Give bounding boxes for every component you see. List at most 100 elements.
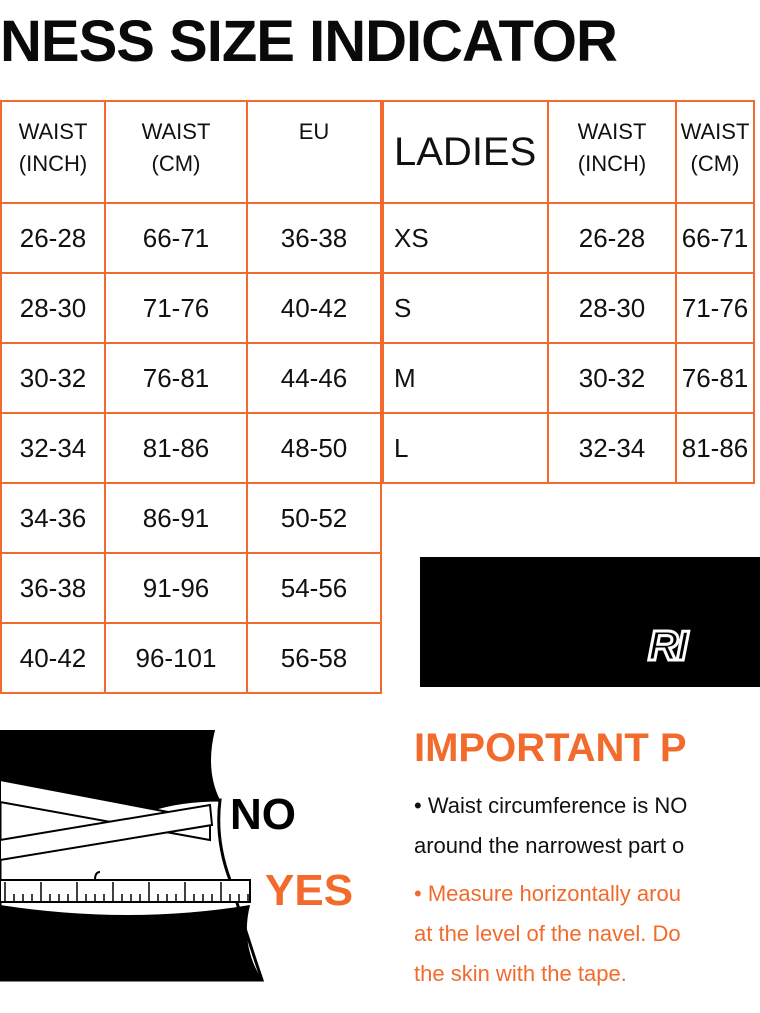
table-cell: 86-91	[104, 482, 248, 554]
cell-value: 76-81	[142, 362, 210, 393]
table-cell: 71-76	[675, 272, 755, 344]
cell-value: 40-42	[280, 292, 348, 323]
cell-value: 71-76	[142, 292, 210, 323]
cell-value: 48-50	[280, 432, 348, 463]
header-row: WAIST (INCH) WAIST (CM) EU	[0, 100, 382, 204]
cell-value: L	[394, 432, 409, 463]
cell-value: 54-56	[280, 572, 348, 603]
ladies-size-table: LADIES WAIST (INCH) WAIST (CM) XS 26-28 66-71 S 2…	[382, 100, 755, 484]
cell-value: 32-34	[578, 432, 646, 463]
table-row: 30-32 76-81 44-46	[0, 342, 382, 414]
torso-upper-shape	[0, 730, 220, 810]
table-cell: 28-30	[547, 272, 677, 344]
cell-value: 81-86	[681, 432, 749, 463]
table-cell: M	[382, 342, 549, 414]
cell-value: 36-38	[280, 222, 348, 253]
cell-value: 76-81	[681, 362, 749, 393]
note-line-3: • Measure horizontally arou	[414, 881, 681, 906]
header-line: WAIST	[18, 119, 88, 144]
table-cell: 81-86	[675, 412, 755, 484]
cell-value: 81-86	[142, 432, 210, 463]
table-cell: 76-81	[675, 342, 755, 414]
table-cell: 36-38	[246, 202, 382, 274]
table-cell: 81-86	[104, 412, 248, 484]
table-cell: 54-56	[246, 552, 382, 624]
header-line: (CM)	[690, 151, 740, 176]
cell-value: 28-30	[578, 292, 646, 323]
cell-value: XS	[394, 222, 429, 253]
header-line: (INCH)	[577, 151, 647, 176]
cell-value: 32-34	[19, 432, 87, 463]
tape-no-icon	[0, 778, 214, 862]
cell-value: 40-42	[19, 642, 87, 673]
table-cell: 56-58	[246, 622, 382, 694]
cell-value: 56-58	[280, 642, 348, 673]
column-header: WAIST (CM)	[675, 100, 755, 204]
table-cell: 96-101	[104, 622, 248, 694]
cell-value: 28-30	[19, 292, 87, 323]
table-row: 36-38 91-96 54-56	[0, 552, 382, 624]
header-line: (CM)	[151, 151, 201, 176]
column-header: EU	[246, 100, 382, 204]
tape-yes-icon	[0, 879, 251, 903]
cell-value: 36-38	[19, 572, 87, 603]
column-header-text: WAIST (CM)	[142, 102, 211, 180]
no-label: NO	[230, 790, 296, 839]
table-cell: 30-32	[547, 342, 677, 414]
table-cell: 32-34	[547, 412, 677, 484]
header-line: WAIST	[577, 119, 647, 144]
navel-icon	[94, 871, 101, 881]
ladies-header: LADIES	[382, 100, 549, 204]
table-cell: 71-76	[104, 272, 248, 344]
column-header-text: WAIST (INCH)	[578, 102, 647, 180]
table-cell: 26-28	[547, 202, 677, 274]
cell-value: 26-28	[19, 222, 87, 253]
table-cell: 26-28	[0, 202, 106, 274]
table-cell: 28-30	[0, 272, 106, 344]
note-line-4: at the level of the navel. Do	[414, 921, 681, 946]
table-row: 40-42 96-101 56-58	[0, 622, 382, 694]
table-cell: 40-42	[0, 622, 106, 694]
cell-value: S	[394, 292, 412, 323]
table-cell: 30-32	[0, 342, 106, 414]
table-cell: 66-71	[675, 202, 755, 274]
table-cell: 91-96	[104, 552, 248, 624]
header-line: WAIST	[680, 119, 750, 144]
page-title: NESS SIZE INDICATOR	[0, 9, 618, 74]
ladies-label: LADIES	[394, 129, 537, 174]
torso-lower-shape	[0, 905, 262, 980]
cell-value: 30-32	[578, 362, 646, 393]
column-header-text: WAIST (CM)	[681, 102, 750, 180]
note-line-2: around the narrowest part o	[414, 833, 685, 858]
cell-value: 86-91	[142, 502, 210, 533]
header-row: LADIES WAIST (INCH) WAIST (CM)	[382, 100, 755, 204]
cell-value: 50-52	[280, 502, 348, 533]
cell-value: 71-76	[681, 292, 749, 323]
cell-value: 44-46	[280, 362, 348, 393]
cell-value: M	[394, 362, 416, 393]
column-header: WAIST (CM)	[104, 100, 248, 204]
column-header-text: WAIST (INCH)	[19, 102, 88, 180]
table-row: 34-36 86-91 50-52	[0, 482, 382, 554]
column-header: WAIST (INCH)	[547, 100, 677, 204]
header-line: WAIST	[141, 119, 211, 144]
cell-value: 26-28	[578, 222, 646, 253]
header-line: (INCH)	[18, 151, 88, 176]
waist-measurement-illustration	[0, 730, 265, 982]
cell-value: 66-71	[681, 222, 749, 253]
table-row: S 28-30 71-76	[382, 272, 755, 344]
table-row: M 30-32 76-81	[382, 342, 755, 414]
yes-label: YES	[265, 866, 354, 915]
table-cell: 48-50	[246, 412, 382, 484]
important-heading: IMPORTANT P	[414, 726, 687, 770]
cell-value: 66-71	[142, 222, 210, 253]
header-line: EU	[298, 119, 330, 144]
brand-banner	[420, 557, 760, 687]
table-cell: XS	[382, 202, 549, 274]
cell-value: 91-96	[142, 572, 210, 603]
column-header-text: EU	[299, 102, 330, 148]
brand-logo: RI	[647, 621, 690, 671]
cell-value: 30-32	[19, 362, 87, 393]
table-cell: 44-46	[246, 342, 382, 414]
table-row: 32-34 81-86 48-50	[0, 412, 382, 484]
